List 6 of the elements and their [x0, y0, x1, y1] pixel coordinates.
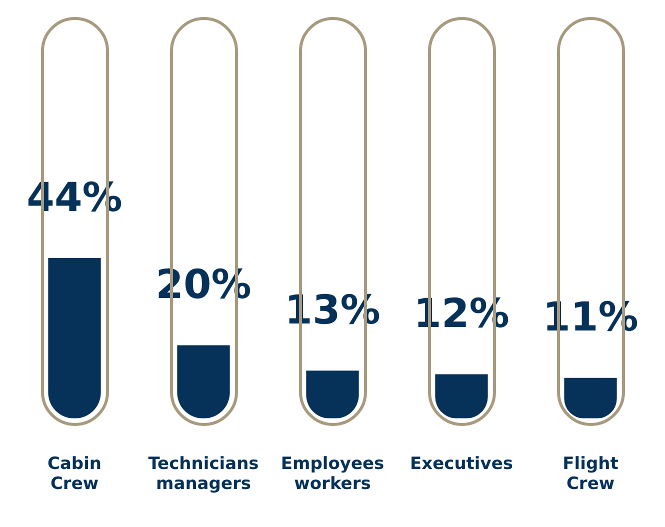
x-tick-label: Cabin Crew: [47, 454, 102, 494]
x-tick-label: Flight Crew: [562, 454, 618, 494]
x-tick-label: Technicians managers: [148, 454, 259, 494]
x-tick-label: Employees workers: [280, 454, 384, 494]
x-tick-label: Executives: [410, 454, 513, 474]
bar: [48, 258, 101, 418]
